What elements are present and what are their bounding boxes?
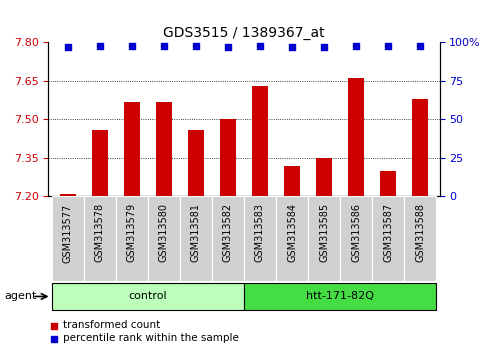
- Bar: [148, 196, 180, 281]
- Text: GSM313588: GSM313588: [415, 203, 426, 262]
- Bar: [52, 196, 84, 281]
- Point: [384, 43, 392, 48]
- Bar: [252, 86, 268, 196]
- Bar: [52, 283, 244, 310]
- Bar: [92, 130, 108, 196]
- Bar: [380, 171, 396, 196]
- Text: control: control: [128, 291, 167, 302]
- Text: GSM313580: GSM313580: [159, 203, 169, 262]
- Bar: [59, 194, 75, 196]
- Point: [128, 43, 136, 48]
- Bar: [124, 102, 140, 196]
- Point: [352, 43, 360, 48]
- Bar: [244, 283, 436, 310]
- Bar: [115, 196, 148, 281]
- Point: [256, 43, 264, 48]
- Point: [288, 44, 296, 50]
- Bar: [188, 130, 204, 196]
- Text: GSM313581: GSM313581: [191, 203, 201, 262]
- Bar: [156, 102, 172, 196]
- Point: [96, 43, 103, 48]
- Bar: [340, 196, 372, 281]
- Text: GSM313587: GSM313587: [383, 203, 393, 262]
- Bar: [348, 78, 364, 196]
- Bar: [308, 196, 340, 281]
- Bar: [276, 196, 308, 281]
- Bar: [180, 196, 212, 281]
- Point: [64, 44, 71, 50]
- Point: [416, 43, 424, 48]
- Legend: transformed count, percentile rank within the sample: transformed count, percentile rank withi…: [50, 320, 239, 343]
- Bar: [316, 158, 332, 196]
- Point: [320, 44, 328, 50]
- Point: [192, 43, 199, 48]
- Text: GSM313585: GSM313585: [319, 203, 329, 262]
- Point: [224, 44, 232, 50]
- Bar: [404, 196, 436, 281]
- Bar: [84, 196, 115, 281]
- Text: GSM313586: GSM313586: [351, 203, 361, 262]
- Text: GSM313579: GSM313579: [127, 203, 137, 262]
- Title: GDS3515 / 1389367_at: GDS3515 / 1389367_at: [163, 26, 325, 40]
- Text: GSM313578: GSM313578: [95, 203, 105, 262]
- Bar: [220, 119, 236, 196]
- Bar: [212, 196, 244, 281]
- Point: [160, 43, 168, 48]
- Text: htt-171-82Q: htt-171-82Q: [306, 291, 374, 302]
- Bar: [284, 166, 300, 196]
- Bar: [244, 196, 276, 281]
- Text: GSM313583: GSM313583: [255, 203, 265, 262]
- Text: agent: agent: [5, 291, 37, 302]
- Bar: [372, 196, 404, 281]
- Text: GSM313582: GSM313582: [223, 203, 233, 262]
- Text: GSM313584: GSM313584: [287, 203, 297, 262]
- Bar: [412, 99, 428, 196]
- Text: GSM313577: GSM313577: [62, 203, 72, 263]
